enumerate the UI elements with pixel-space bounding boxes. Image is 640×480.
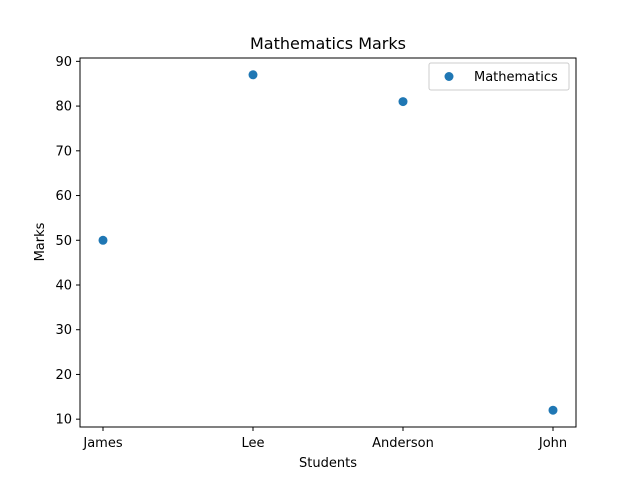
legend-marker <box>444 72 454 81</box>
y-tick-label: 50 <box>55 234 72 249</box>
x-axis-label: Students <box>299 456 357 471</box>
y-tick-label: 40 <box>55 278 72 293</box>
data-point-lee <box>248 70 258 80</box>
data-point-james <box>98 235 108 245</box>
data-point-john <box>548 405 558 415</box>
y-axis: 10 20 30 40 50 60 70 80 90 <box>55 55 80 428</box>
y-tick-label: 80 <box>55 100 72 115</box>
x-tick-label: Lee <box>241 436 264 451</box>
plot-area <box>79 57 577 428</box>
x-tick-label: Anderson <box>372 436 434 451</box>
data-points <box>98 70 558 415</box>
legend-box <box>428 62 570 91</box>
y-tick-label: 60 <box>55 189 72 204</box>
legend-label-mathematics: Mathematics <box>474 70 558 85</box>
chart-title: Mathematics Marks <box>250 34 406 53</box>
x-tick-label: James <box>82 436 122 451</box>
y-axis-label: Marks <box>33 222 48 261</box>
y-tick-label: 20 <box>55 368 72 383</box>
legend: Mathematics <box>428 62 570 91</box>
data-point-anderson <box>398 97 408 107</box>
x-tick-label: John <box>538 436 567 451</box>
y-tick-label: 30 <box>55 323 72 338</box>
y-tick-label: 70 <box>55 144 72 159</box>
y-tick-label: 10 <box>55 413 72 428</box>
y-tick-label: 90 <box>55 55 72 70</box>
x-axis: James Lee Anderson John <box>82 427 567 451</box>
